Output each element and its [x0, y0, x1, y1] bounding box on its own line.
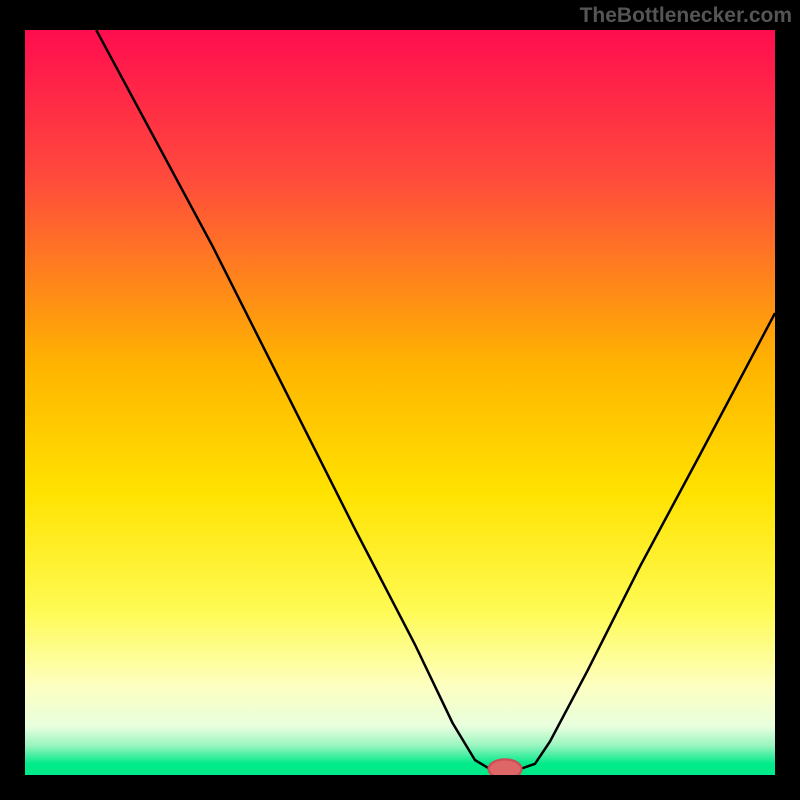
- chart-background: [25, 30, 775, 775]
- optimal-marker: [489, 759, 522, 775]
- chart-plot-area: [25, 30, 775, 775]
- watermark-text: TheBottlenecker.com: [580, 4, 792, 28]
- chart-svg: [25, 30, 775, 775]
